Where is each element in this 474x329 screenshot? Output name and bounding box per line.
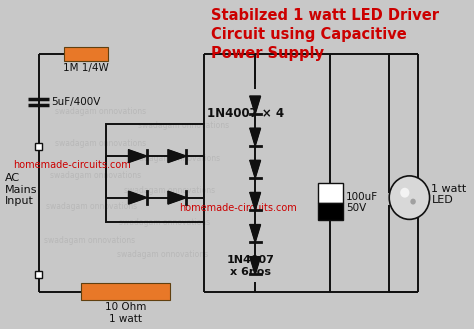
Text: swadagam onnovations: swadagam onnovations bbox=[119, 218, 210, 227]
Bar bbox=[318, 203, 343, 220]
Polygon shape bbox=[168, 191, 186, 204]
Text: swadagam onnovations: swadagam onnovations bbox=[124, 186, 215, 195]
Text: swadagam onnovations: swadagam onnovations bbox=[55, 107, 146, 115]
Text: swadagam onnovations: swadagam onnovations bbox=[55, 139, 146, 148]
Text: AC
Mains
Input: AC Mains Input bbox=[5, 173, 37, 206]
Text: homemade-circuits.com: homemade-circuits.com bbox=[13, 160, 131, 170]
Text: swadagam onnovations: swadagam onnovations bbox=[46, 202, 137, 212]
Polygon shape bbox=[128, 191, 147, 204]
Text: swadagam onnovations: swadagam onnovations bbox=[118, 250, 209, 259]
Polygon shape bbox=[250, 160, 261, 178]
Text: swadagam onnovations: swadagam onnovations bbox=[44, 236, 135, 245]
Polygon shape bbox=[250, 128, 261, 146]
Text: Stabilzed 1 watt LED Driver
Circuit using Capacitive
Power Supply: Stabilzed 1 watt LED Driver Circuit usin… bbox=[211, 8, 439, 61]
Polygon shape bbox=[250, 192, 261, 210]
Bar bbox=[64, 47, 109, 61]
Text: 1N4007
x 6nos: 1N4007 x 6nos bbox=[227, 255, 274, 277]
Text: swadagam onnovations: swadagam onnovations bbox=[51, 171, 142, 180]
Text: homemade-circuits.com: homemade-circuits.com bbox=[179, 203, 297, 213]
Bar bbox=[36, 143, 42, 150]
Polygon shape bbox=[250, 225, 261, 242]
Circle shape bbox=[410, 199, 416, 205]
Polygon shape bbox=[250, 96, 261, 114]
Bar bbox=[318, 183, 343, 203]
Bar bbox=[36, 271, 42, 278]
Text: 10 Ohm
1 watt: 10 Ohm 1 watt bbox=[105, 302, 146, 324]
Circle shape bbox=[389, 176, 429, 219]
Polygon shape bbox=[168, 150, 186, 163]
Polygon shape bbox=[128, 150, 147, 163]
Bar bbox=[81, 283, 170, 300]
Text: swadagam onnovations: swadagam onnovations bbox=[137, 121, 229, 131]
Text: 5uF/400V: 5uF/400V bbox=[51, 97, 101, 107]
Text: swadagam onnovations: swadagam onnovations bbox=[128, 154, 219, 163]
Bar bbox=[106, 123, 204, 222]
Text: 1 watt
LED: 1 watt LED bbox=[431, 184, 467, 205]
Text: 1N4007 × 4: 1N4007 × 4 bbox=[208, 107, 284, 120]
Polygon shape bbox=[250, 257, 261, 274]
Circle shape bbox=[400, 188, 410, 198]
Text: 1M 1/4W: 1M 1/4W bbox=[64, 63, 109, 73]
Text: 100uF
50V: 100uF 50V bbox=[346, 192, 378, 214]
